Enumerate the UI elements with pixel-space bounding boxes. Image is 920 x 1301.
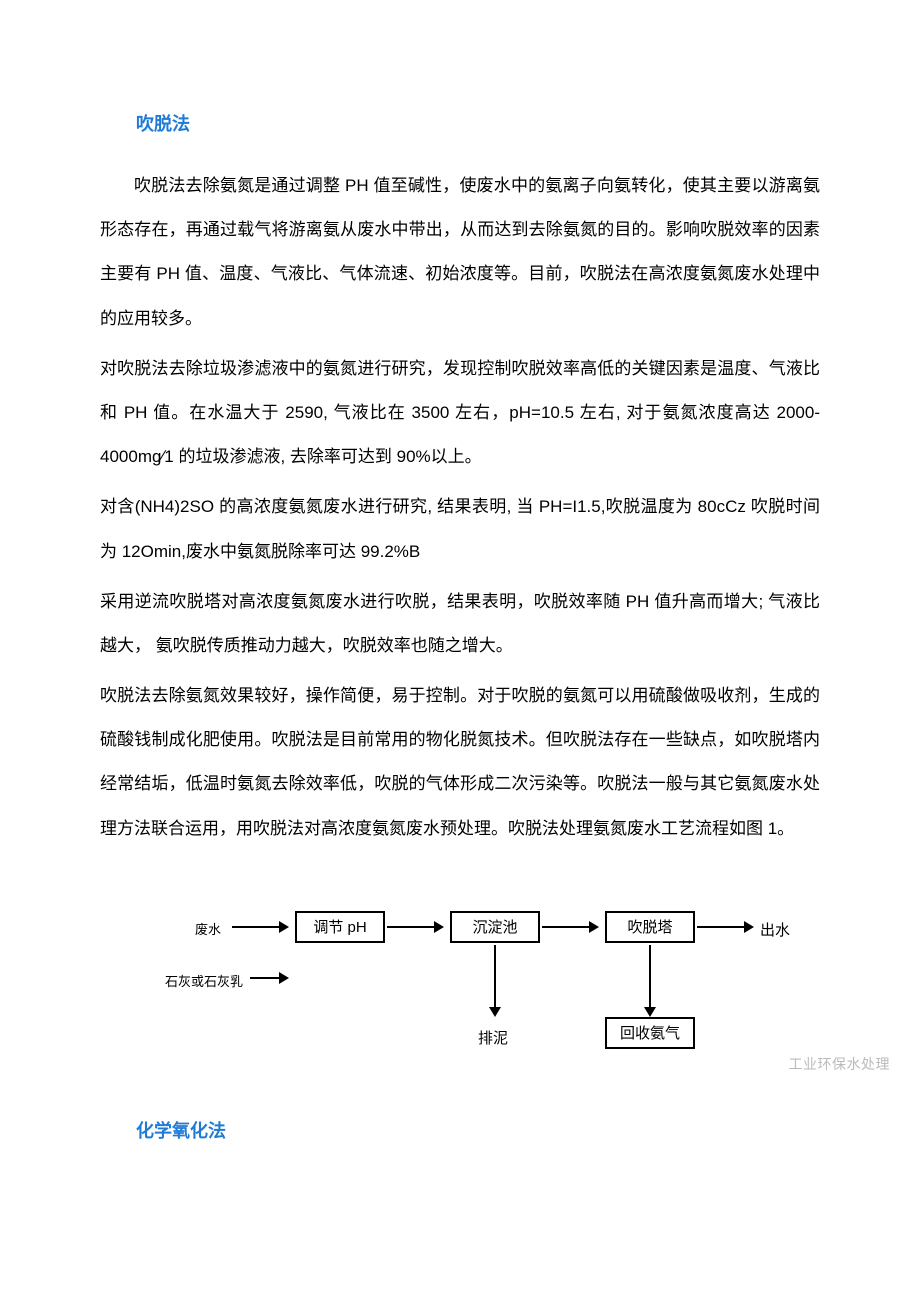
label-lime: 石灰或石灰乳 xyxy=(165,971,243,990)
paragraph-3: 对含(NH4)2SO 的高浓度氨氮废水进行研究, 结果表明, 当 PH=I1.5… xyxy=(100,485,820,573)
section-title-1: 吹脱法 xyxy=(100,110,820,136)
watermark-text: 工业环保水处理 xyxy=(789,1054,891,1074)
paragraph-2: 对吹脱法去除垃圾渗滤液中的氨氮进行研究，发现控制吹脱效率高低的关键因素是温度、气… xyxy=(100,347,820,480)
box-recover-ammonia: 回收氨气 xyxy=(605,1017,695,1049)
paragraph-5: 吹脱法去除氨氮效果较好，操作简便，易于控制。对于吹脱的氨氮可以用硫酸做吸收剂，生… xyxy=(100,674,820,851)
box-sediment: 沉淀池 xyxy=(450,911,540,943)
paragraph-4: 采用逆流吹脱塔对高浓度氨氮废水进行吹脱，结果表明，吹脱效率随 PH 值升高而增大… xyxy=(100,580,820,668)
process-flow-diagram: 废水 石灰或石灰乳 调节 pH 沉淀池 吹脱塔 出水 排泥 回收氨气 工业环保水… xyxy=(140,899,840,1069)
arrow-4 xyxy=(697,926,752,928)
arrow-2 xyxy=(387,926,442,928)
label-sludge: 排泥 xyxy=(478,1027,508,1048)
paragraph-1: 吹脱法去除氨氮是通过调整 PH 值至碱性，使废水中的氨离子向氨转化，使其主要以游… xyxy=(100,164,820,341)
label-output-water: 出水 xyxy=(760,919,790,940)
section-title-2: 化学氧化法 xyxy=(100,1117,820,1143)
box-adjust-ph: 调节 pH xyxy=(295,911,385,943)
arrow-lime xyxy=(250,977,287,979)
arrow-down-recover xyxy=(649,945,651,1015)
arrow-down-sludge xyxy=(494,945,496,1015)
arrow-1 xyxy=(232,926,287,928)
arrow-3 xyxy=(542,926,597,928)
label-wastewater: 废水 xyxy=(195,919,221,938)
box-stripping-tower: 吹脱塔 xyxy=(605,911,695,943)
